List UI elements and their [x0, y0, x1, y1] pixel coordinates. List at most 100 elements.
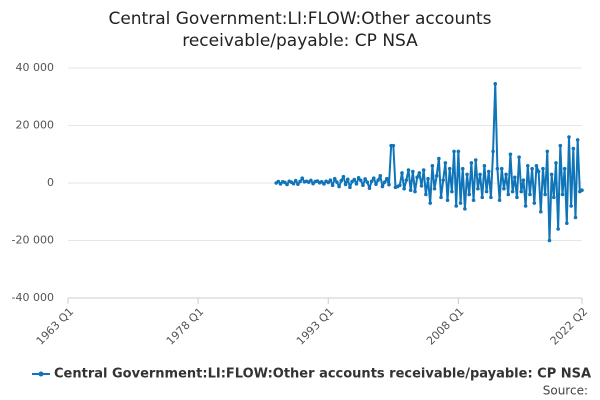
data-point	[328, 178, 333, 182]
data-point	[575, 138, 580, 142]
data-point	[296, 182, 300, 186]
data-point	[369, 179, 374, 184]
data-point	[478, 172, 482, 177]
data-point	[358, 178, 363, 183]
x-tick-label: 2008 Q1	[424, 305, 467, 348]
data-point	[385, 176, 389, 181]
data-point	[415, 175, 419, 180]
data-point	[532, 201, 537, 205]
data-point	[499, 166, 504, 171]
x-tick-label: 1963 Q1	[34, 305, 77, 348]
data-point	[504, 172, 508, 177]
legend-label: Central Government:LI:FLOW:Other account…	[54, 367, 591, 382]
data-point	[400, 171, 404, 175]
data-point	[391, 143, 396, 148]
data-point	[276, 179, 281, 184]
data-point	[541, 166, 545, 171]
data-point	[378, 174, 383, 178]
data-point	[419, 184, 424, 188]
y-tick-label: 40 000	[16, 61, 55, 74]
data-point	[337, 184, 341, 189]
data-point	[380, 184, 385, 189]
data-point	[298, 179, 302, 184]
data-point	[417, 171, 422, 175]
data-point	[437, 156, 441, 161]
data-point	[538, 209, 543, 214]
data-point	[523, 204, 528, 208]
data-point	[502, 186, 506, 191]
data-point	[562, 166, 567, 171]
data-point	[408, 188, 413, 192]
y-tick-label: -40 000	[12, 291, 54, 304]
series-line	[275, 82, 583, 242]
data-point	[547, 238, 552, 243]
data-point	[450, 189, 454, 194]
x-tick-label: 2022 Q2	[548, 305, 591, 348]
data-point	[521, 178, 526, 182]
data-point	[411, 169, 415, 174]
data-point	[413, 189, 417, 194]
data-point	[486, 169, 491, 174]
data-point	[567, 135, 571, 139]
data-point	[545, 149, 550, 154]
data-point	[528, 192, 532, 197]
data-point	[465, 172, 469, 177]
data-point	[552, 195, 556, 200]
data-point	[452, 149, 456, 154]
data-point	[534, 163, 539, 168]
data-point	[322, 182, 326, 186]
data-point	[530, 166, 534, 171]
data-point	[482, 163, 487, 168]
data-point	[387, 182, 391, 187]
source: Source:	[543, 384, 588, 398]
data-point	[469, 161, 474, 165]
data-point	[484, 189, 489, 194]
data-point	[343, 182, 348, 187]
data-point	[285, 182, 289, 187]
data-point	[330, 183, 335, 188]
data-point	[569, 204, 573, 208]
chart-title: Central Government:LI:FLOW:Other account…	[108, 9, 492, 51]
data-point	[398, 183, 402, 188]
data-point	[376, 178, 380, 182]
data-point	[432, 186, 437, 191]
data-point	[441, 178, 445, 182]
data-point	[382, 180, 387, 184]
data-point	[515, 195, 519, 200]
data-point	[371, 176, 376, 180]
data-point	[430, 163, 435, 168]
data-point	[519, 189, 524, 194]
data-point	[556, 227, 560, 231]
data-point	[571, 146, 576, 151]
data-point	[406, 168, 411, 172]
data-point	[536, 169, 541, 174]
data-point	[291, 181, 296, 186]
data-point	[424, 192, 428, 197]
data-point	[374, 182, 378, 186]
data-point	[348, 185, 352, 190]
data-point	[434, 174, 439, 178]
data-point	[476, 186, 480, 191]
data-point	[495, 166, 500, 171]
data-point	[549, 172, 554, 177]
data-point	[554, 161, 558, 165]
y-tick-label: -20 000	[12, 234, 54, 247]
data-point	[354, 182, 359, 186]
data-point	[335, 180, 339, 184]
data-point	[517, 155, 521, 159]
data-point	[341, 174, 346, 179]
data-point	[365, 180, 370, 184]
y-tick-label: 0	[47, 176, 54, 189]
data-point	[332, 176, 337, 181]
data-point	[460, 166, 465, 171]
data-point	[525, 163, 530, 168]
data-point	[573, 215, 578, 220]
data-point	[497, 198, 502, 203]
data-point	[489, 195, 493, 200]
data-point	[293, 178, 298, 183]
data-point	[471, 198, 476, 203]
data-point	[558, 143, 563, 148]
x-tick-label: 1978 Q1	[164, 305, 207, 348]
data-point	[458, 201, 463, 205]
